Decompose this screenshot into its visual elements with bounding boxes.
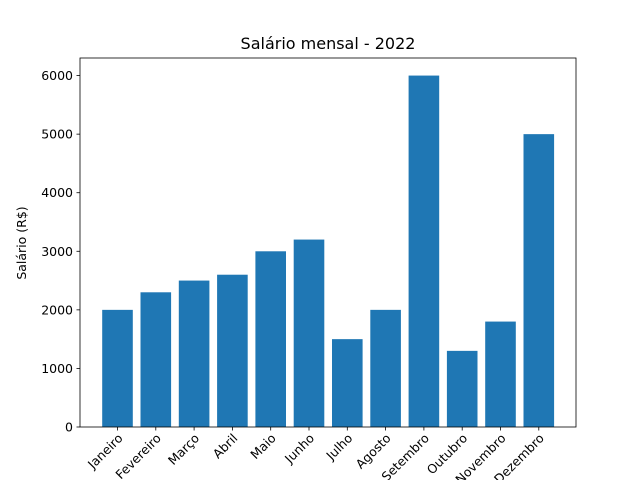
x-tick-label-6: Julho (322, 431, 355, 464)
y-axis-label: Salário (R$) (14, 206, 29, 279)
x-tick-label-5: Junho (281, 431, 317, 467)
bar-6 (293, 239, 325, 427)
bar-12 (523, 134, 555, 427)
bar-2 (140, 292, 172, 427)
bar-3 (178, 280, 210, 427)
bar-5 (255, 251, 286, 427)
plot-area: 0100020003000400050006000JaneiroFevereir… (41, 57, 577, 480)
y-tick-label-0: 0 (65, 420, 73, 435)
bar-11 (485, 321, 516, 427)
y-tick-label-1: 1000 (41, 361, 73, 376)
bar-8 (370, 309, 401, 427)
chart-title: Salário mensal - 2022 (241, 34, 416, 53)
y-tick-label-4: 4000 (41, 185, 73, 200)
bar-1 (102, 309, 133, 427)
bar-4 (217, 274, 248, 427)
x-tick-label-4: Maio (247, 431, 279, 463)
y-tick-label-5: 5000 (41, 127, 73, 142)
bar-7 (332, 339, 363, 427)
bar-10 (446, 350, 478, 427)
y-tick-label-6: 6000 (41, 68, 73, 83)
x-tick-label-2: Março (165, 431, 202, 468)
y-tick-label-3: 3000 (41, 244, 73, 259)
bar-9 (408, 75, 440, 427)
axes-frame (79, 57, 577, 428)
y-tick-label-2: 2000 (41, 302, 73, 317)
x-tick-label-3: Abril (210, 431, 241, 462)
